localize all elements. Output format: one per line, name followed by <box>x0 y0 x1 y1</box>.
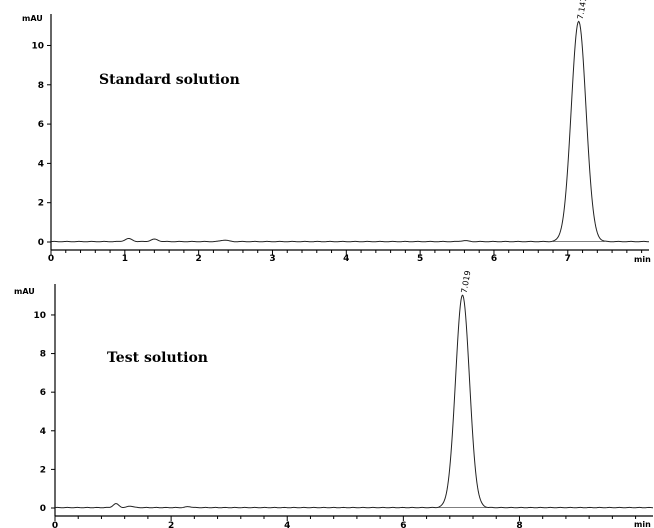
y-tick-label: 10 <box>33 311 46 321</box>
y-tick-label: 8 <box>38 81 44 91</box>
x-tick-label: 4 <box>343 254 349 264</box>
x-axis-unit-label: min <box>634 255 651 264</box>
x-axis-unit-label: min <box>634 520 651 528</box>
peak-rt-label: 7.147 <box>576 0 589 20</box>
chromatogram-trace <box>50 20 650 243</box>
x-tick-label: 3 <box>269 254 275 264</box>
x-tick-label: 8 <box>516 521 522 528</box>
y-tick-label: 4 <box>40 427 46 437</box>
y-tick-label: 0 <box>38 238 44 248</box>
x-tick-label: 6 <box>491 254 497 264</box>
y-tick-label: 2 <box>38 199 44 209</box>
x-tick-label: 7 <box>565 254 571 264</box>
x-tick-label: 1 <box>122 254 128 264</box>
annotation-standard-solution: Standard solution <box>99 72 240 88</box>
y-axis-unit-label: mAU <box>14 287 35 296</box>
chromatogram-trace <box>54 294 654 509</box>
x-tick-label: 2 <box>168 521 174 528</box>
y-tick-label: 10 <box>31 41 44 51</box>
chromatogram-test: mAU min Test solution 0 2 4 6 8 10 0 2 4 6 8 7.019 <box>14 270 654 528</box>
x-tick-label: 5 <box>417 254 423 264</box>
chromatogram-standard: mAU min Standard solution 0 2 4 6 8 10 0 1 2 3 4 5 6… <box>22 0 651 264</box>
y-tick-label: 6 <box>40 388 46 398</box>
peak-rt-label: 7.019 <box>460 270 473 294</box>
y-tick-label: 2 <box>40 465 46 475</box>
x-tick-label: 0 <box>48 254 54 264</box>
y-axis-unit-label: mAU <box>22 14 43 23</box>
y-tick-label: 6 <box>38 120 44 130</box>
x-tick-label: 0 <box>52 521 58 528</box>
y-tick-label: 4 <box>38 159 44 169</box>
x-tick-label: 4 <box>284 521 290 528</box>
annotation-test-solution: Test solution <box>107 350 208 366</box>
x-tick-label: 6 <box>400 521 406 528</box>
y-tick-label: 0 <box>40 504 46 514</box>
y-tick-label: 8 <box>40 350 46 360</box>
x-tick-label: 2 <box>196 254 202 264</box>
